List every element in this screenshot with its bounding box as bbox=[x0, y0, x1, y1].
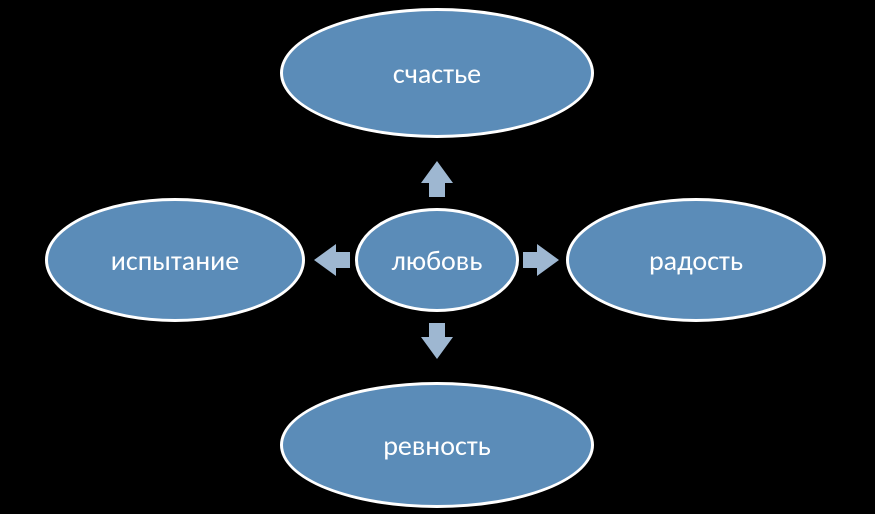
right-node: радость bbox=[566, 198, 826, 322]
right-label: радость bbox=[649, 243, 743, 278]
bottom-label: ревность bbox=[383, 428, 491, 463]
arrow-right-icon bbox=[523, 244, 559, 276]
arrow-left-icon bbox=[314, 244, 350, 276]
center-label: любовь bbox=[392, 243, 483, 278]
center-node: любовь bbox=[355, 208, 519, 312]
left-node: испытание bbox=[45, 198, 305, 322]
arrow-down-icon bbox=[421, 323, 453, 359]
bottom-node: ревность bbox=[280, 382, 594, 508]
top-label: счастье bbox=[393, 56, 481, 91]
arrow-up-icon bbox=[421, 161, 453, 197]
top-node: счастье bbox=[280, 8, 594, 138]
left-label: испытание bbox=[111, 243, 240, 278]
